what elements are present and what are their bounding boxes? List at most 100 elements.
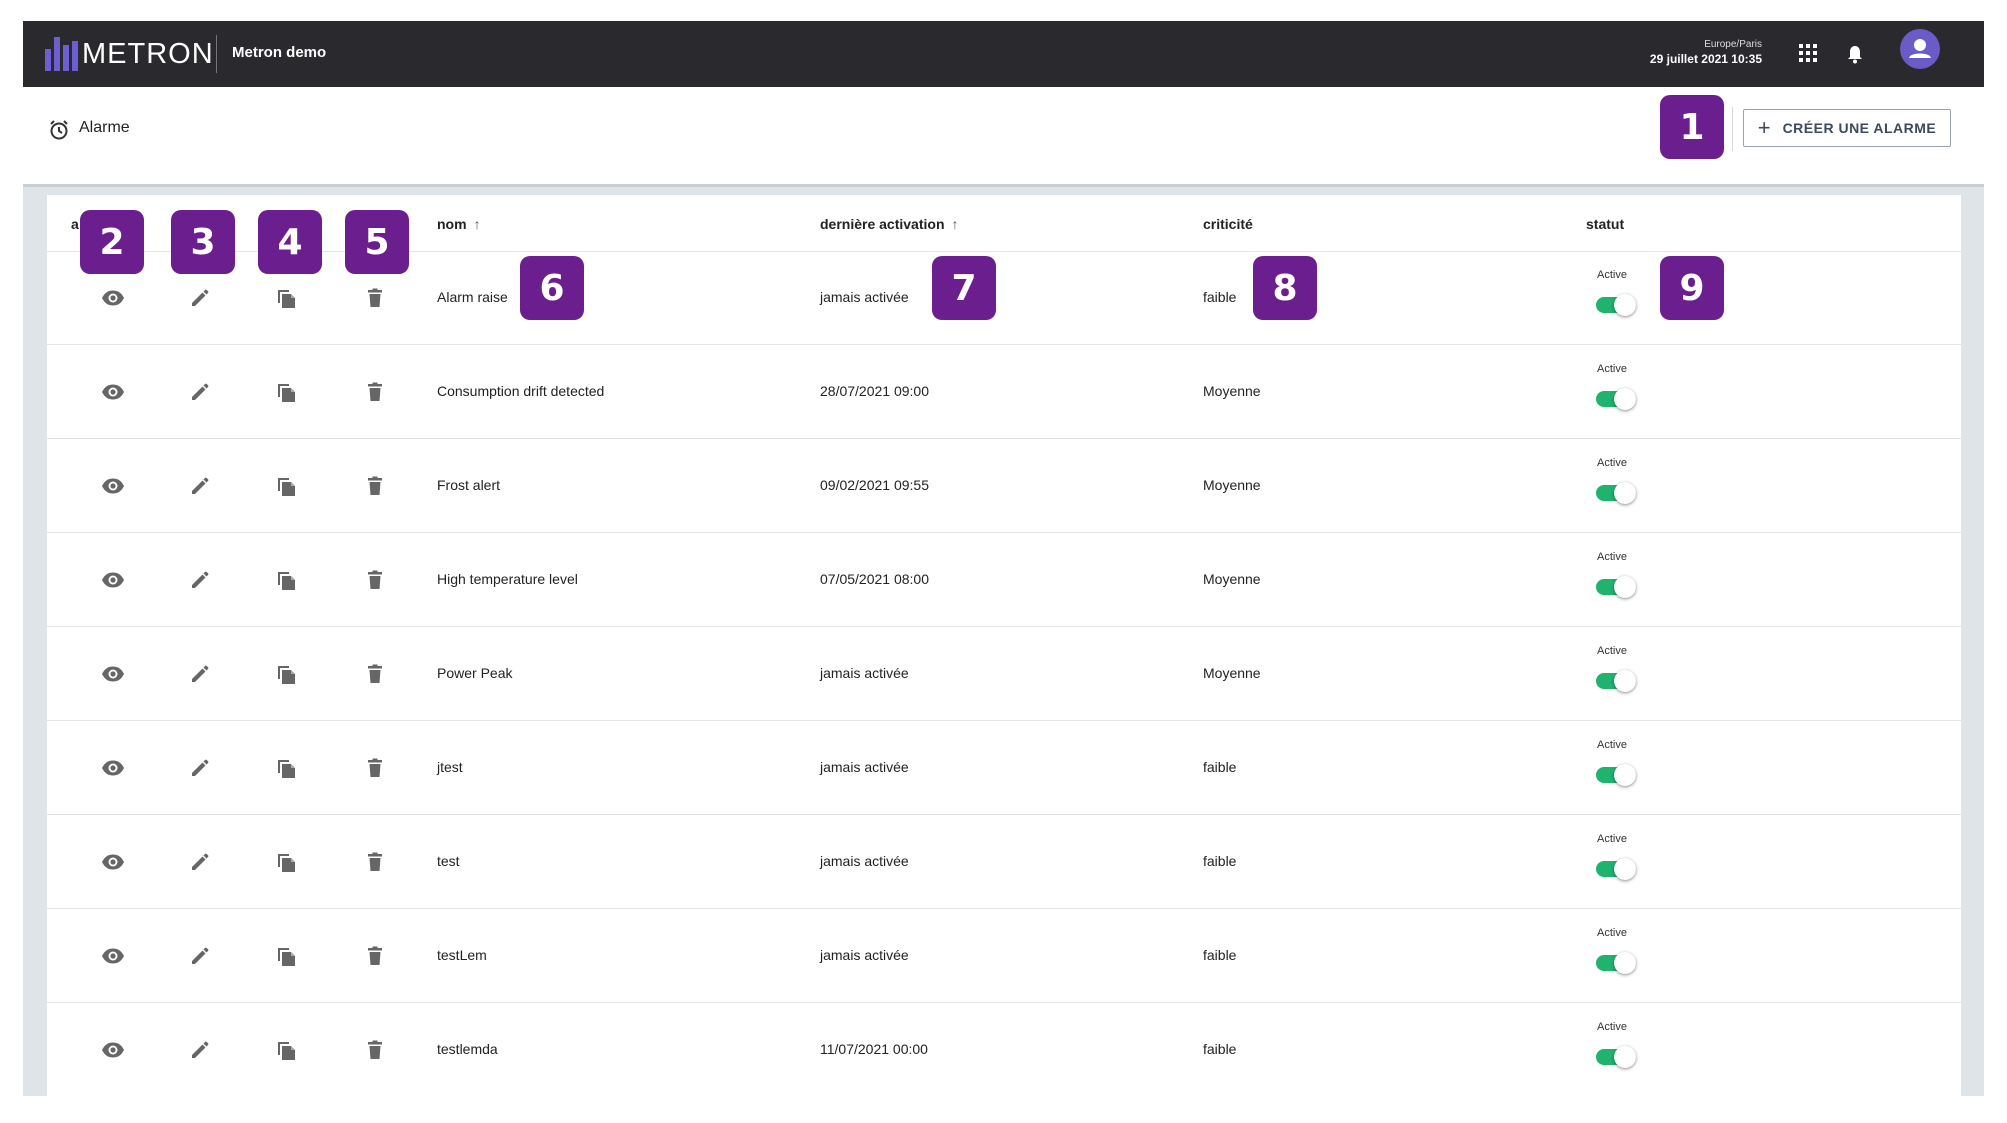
status-toggle[interactable]	[1596, 388, 1636, 410]
eye-icon[interactable]	[101, 662, 125, 686]
pencil-icon[interactable]	[188, 662, 212, 686]
annotation-badge: 7	[932, 256, 996, 320]
pencil-icon[interactable]	[188, 944, 212, 968]
eye-icon[interactable]	[101, 850, 125, 874]
alarm-name: High temperature level	[437, 571, 578, 587]
status-label: Active	[1597, 833, 1627, 845]
trash-icon[interactable]	[363, 662, 387, 686]
pencil-icon[interactable]	[188, 286, 212, 310]
create-alarm-button[interactable]: + CRÉER UNE ALARME	[1743, 109, 1951, 147]
plus-icon: +	[1757, 115, 1771, 140]
alarm-name: Frost alert	[437, 477, 501, 493]
table-row: Alarm raise jamais activée faible Active	[47, 251, 1961, 345]
status-toggle[interactable]	[1596, 952, 1636, 974]
apps-grid-icon[interactable]	[1799, 44, 1817, 62]
logo-text: METRON	[82, 37, 214, 70]
pencil-icon[interactable]	[188, 474, 212, 498]
eye-icon[interactable]	[101, 568, 125, 592]
copy-icon[interactable]	[275, 286, 299, 310]
pencil-icon[interactable]	[188, 756, 212, 780]
copy-icon[interactable]	[275, 756, 299, 780]
table-row: Consumption drift detected 28/07/2021 09:…	[47, 345, 1961, 439]
alarm-last-activation: 07/05/2021 08:00	[820, 571, 929, 587]
toggle-thumb	[1614, 670, 1636, 692]
copy-icon[interactable]	[275, 944, 299, 968]
page-title: Alarme	[79, 119, 130, 136]
sort-arrow-up-icon: ↑	[473, 216, 481, 232]
bell-icon[interactable]	[1846, 44, 1864, 64]
pencil-icon[interactable]	[188, 568, 212, 592]
alarm-name: testlemda	[437, 1041, 498, 1057]
toggle-thumb	[1614, 764, 1636, 786]
annotation-badge: 5	[345, 210, 409, 274]
column-status[interactable]: statut	[1586, 216, 1625, 232]
alarm-criticality: Moyenne	[1203, 477, 1261, 493]
eye-icon[interactable]	[101, 944, 125, 968]
status-toggle[interactable]	[1596, 764, 1636, 786]
alarm-name: Alarm raise	[437, 289, 508, 305]
sort-arrow-up-icon: ↑	[951, 216, 959, 232]
metron-logo[interactable]: METRON	[45, 35, 214, 73]
alarm-last-activation: 28/07/2021 09:00	[820, 383, 929, 399]
eye-icon[interactable]	[101, 474, 125, 498]
pencil-icon[interactable]	[188, 380, 212, 404]
app-frame: METRON Metron demo Europe/Paris 29 juill…	[23, 21, 1984, 1096]
toggle-thumb	[1614, 576, 1636, 598]
status-toggle[interactable]	[1596, 576, 1636, 598]
column-last-activation[interactable]: dernière activation ↑	[820, 216, 959, 232]
alarm-last-activation: jamais activée	[820, 665, 909, 681]
status-toggle[interactable]	[1596, 294, 1636, 316]
organization-name: Metron demo	[232, 44, 327, 61]
status-toggle[interactable]	[1596, 858, 1636, 880]
alarm-criticality: faible	[1203, 289, 1237, 305]
alarm-last-activation: 09/02/2021 09:55	[820, 477, 929, 493]
trash-icon[interactable]	[363, 850, 387, 874]
trash-icon[interactable]	[363, 568, 387, 592]
status-toggle[interactable]	[1596, 482, 1636, 504]
eye-icon[interactable]	[101, 1038, 125, 1062]
pencil-icon[interactable]	[188, 850, 212, 874]
alarm-criticality: Moyenne	[1203, 571, 1261, 587]
trash-icon[interactable]	[363, 474, 387, 498]
copy-icon[interactable]	[275, 850, 299, 874]
trash-icon[interactable]	[363, 944, 387, 968]
copy-icon[interactable]	[275, 474, 299, 498]
status-label: Active	[1597, 927, 1627, 939]
table-row: High temperature level 07/05/2021 08:00 Mo…	[47, 533, 1961, 627]
column-name-label: nom	[437, 216, 467, 232]
user-avatar[interactable]	[1900, 29, 1940, 69]
copy-icon[interactable]	[275, 1038, 299, 1062]
copy-icon[interactable]	[275, 380, 299, 404]
copy-icon[interactable]	[275, 568, 299, 592]
alarm-last-activation: jamais activée	[820, 759, 909, 775]
toggle-thumb	[1614, 952, 1636, 974]
trash-icon[interactable]	[363, 1038, 387, 1062]
trash-icon[interactable]	[363, 380, 387, 404]
user-avatar-icon	[1909, 39, 1931, 58]
status-label: Active	[1597, 1021, 1627, 1033]
status-toggle[interactable]	[1596, 670, 1636, 692]
alarm-name: jtest	[437, 759, 463, 775]
column-last-activation-label: dernière activation	[820, 216, 945, 232]
column-criticality[interactable]: criticité	[1203, 216, 1253, 232]
trash-icon[interactable]	[363, 286, 387, 310]
toggle-thumb	[1614, 1046, 1636, 1068]
page-header: Alarme + CRÉER UNE ALARME	[23, 87, 1984, 187]
annotation-badge: 1	[1660, 95, 1724, 159]
copy-icon[interactable]	[275, 662, 299, 686]
status-label: Active	[1597, 269, 1627, 281]
eye-icon[interactable]	[101, 756, 125, 780]
toggle-thumb	[1614, 294, 1636, 316]
column-name[interactable]: nom ↑	[437, 216, 481, 232]
trash-icon[interactable]	[363, 756, 387, 780]
eye-icon[interactable]	[101, 286, 125, 310]
eye-icon[interactable]	[101, 380, 125, 404]
alarm-name: test	[437, 853, 460, 869]
logo-bars-icon	[45, 37, 78, 71]
pencil-icon[interactable]	[188, 1038, 212, 1062]
status-toggle[interactable]	[1596, 1046, 1636, 1068]
create-alarm-label: CRÉER UNE ALARME	[1782, 120, 1937, 136]
table-header: a nom ↑ dernière activation ↑ criticité …	[47, 195, 1961, 252]
alarm-criticality: faible	[1203, 947, 1237, 963]
alarm-name: Power Peak	[437, 665, 513, 681]
